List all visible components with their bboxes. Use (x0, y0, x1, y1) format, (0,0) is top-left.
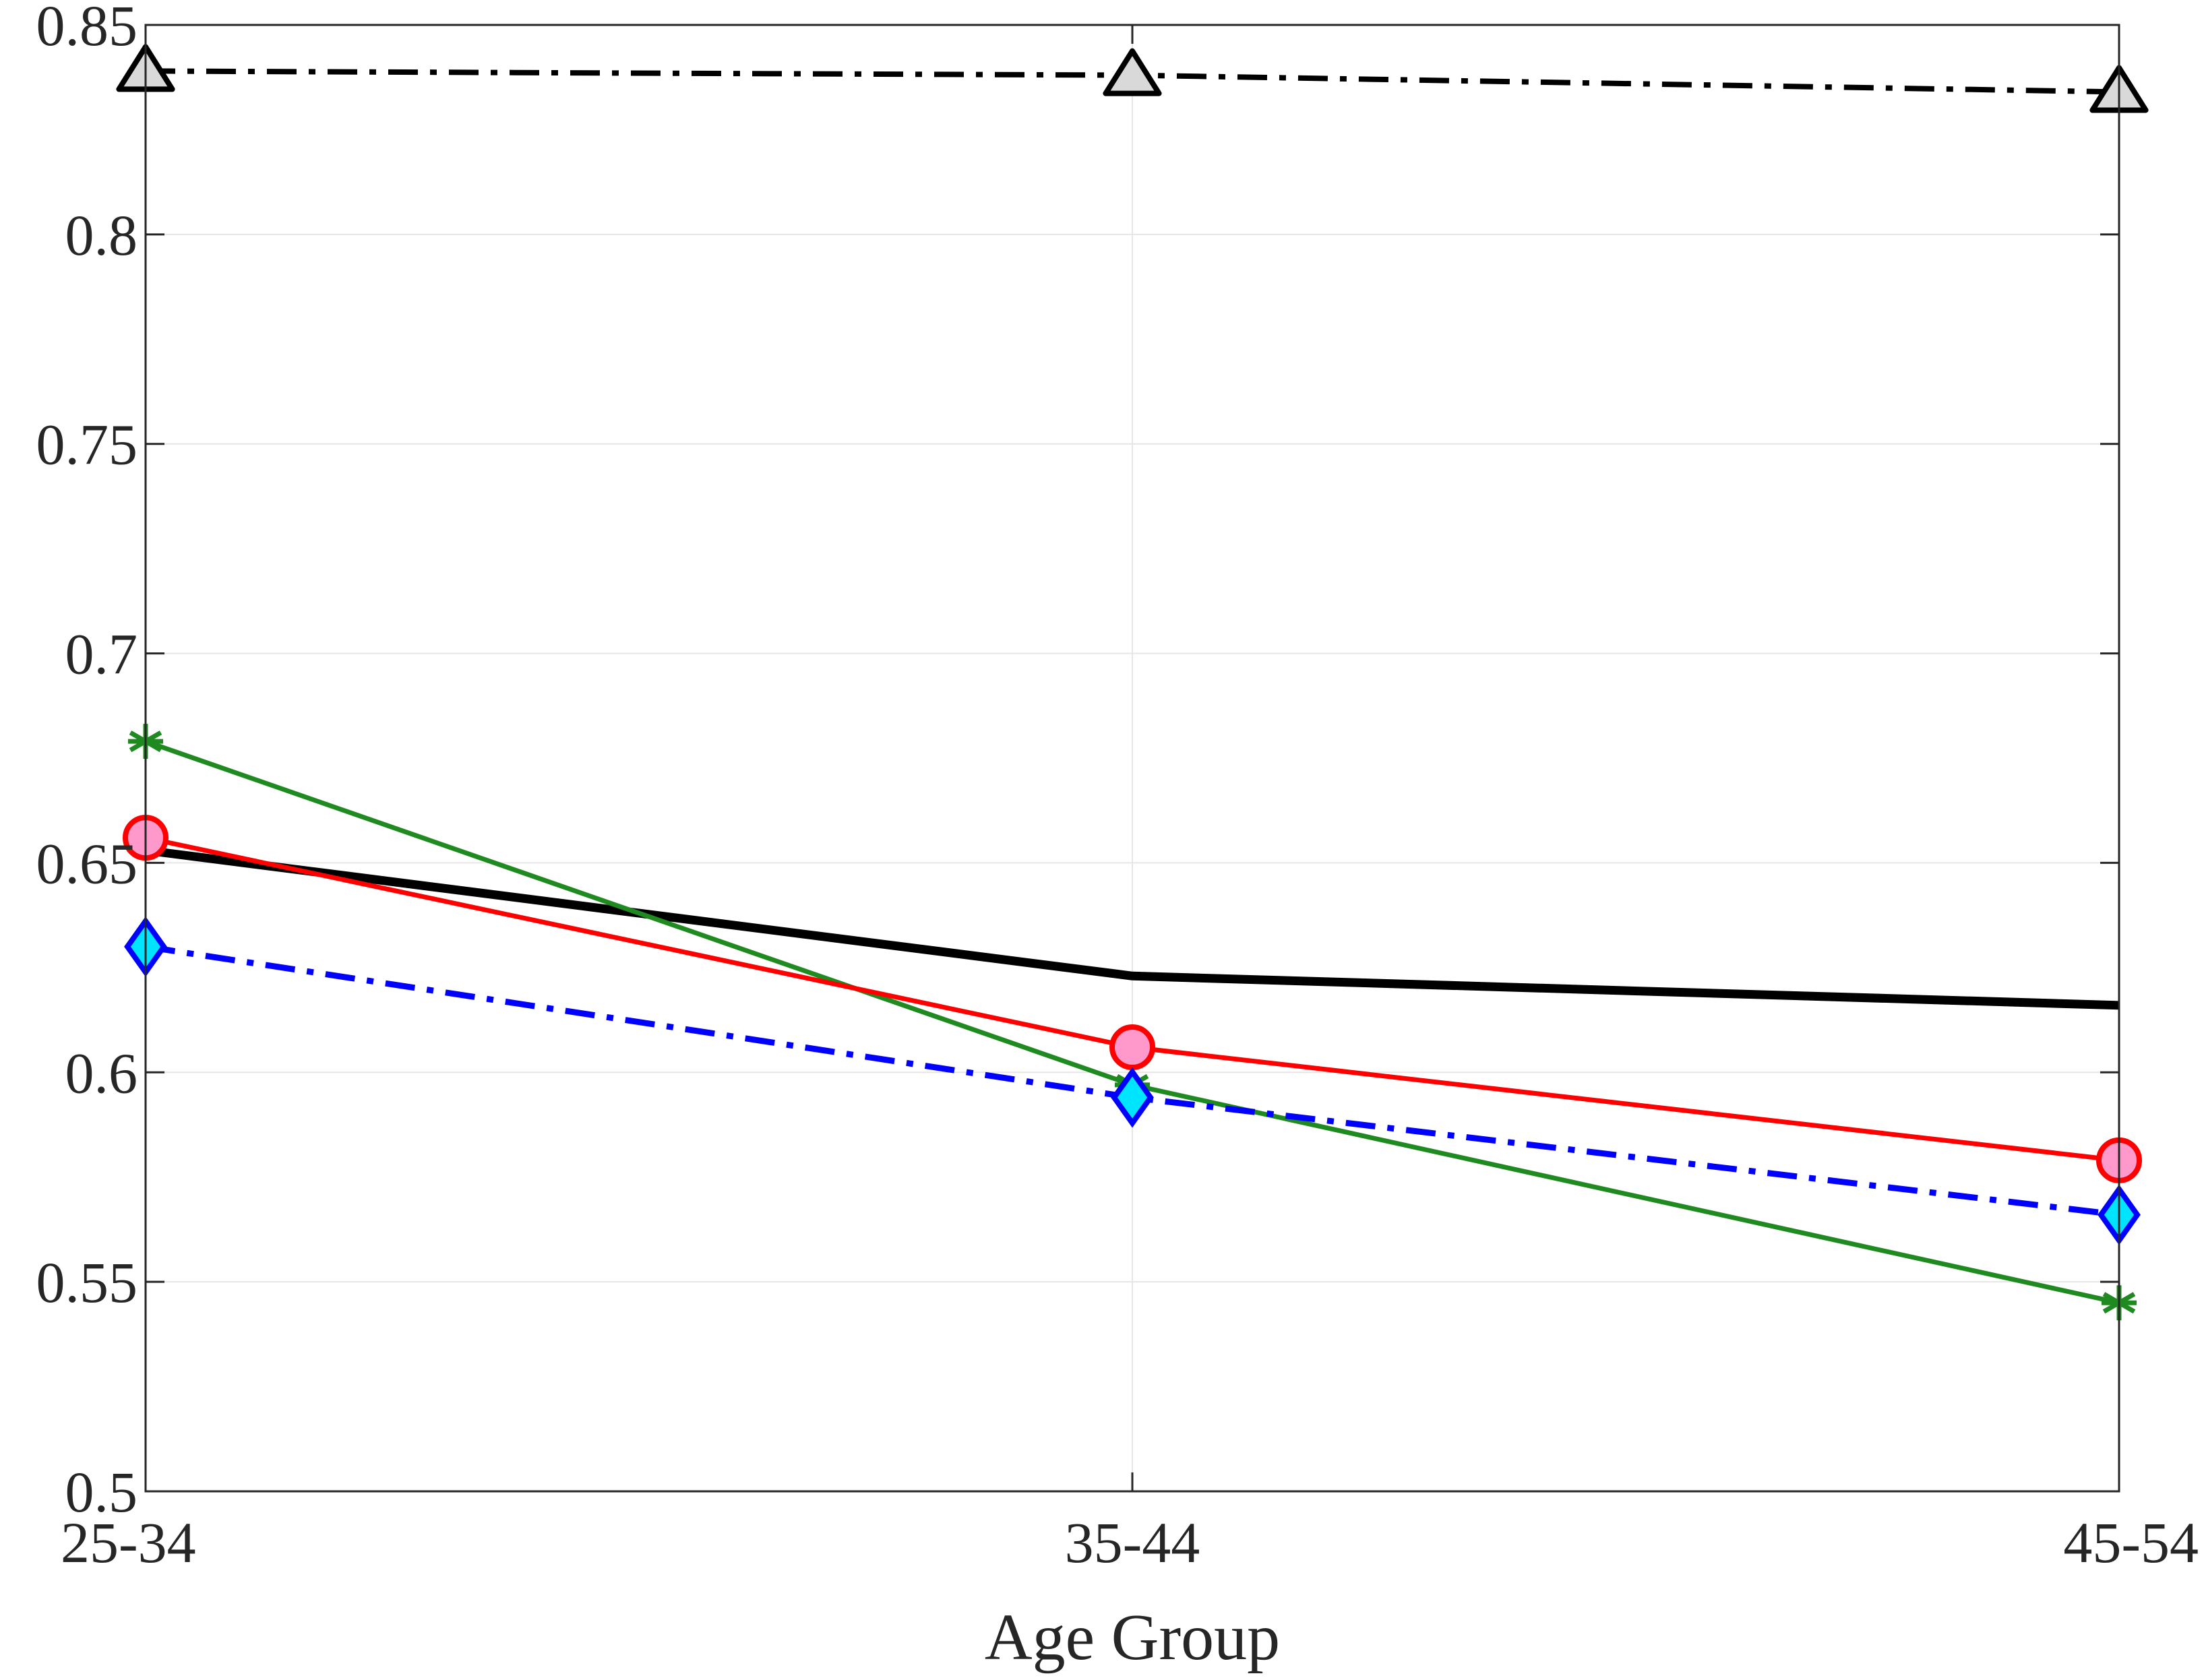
y-tick-label: 0.6 (65, 1040, 138, 1105)
x-tick-label: 45-54 (2063, 1510, 2199, 1575)
series-5-marker (1111, 1067, 1154, 1128)
y-tick-label: 0.5 (65, 1460, 138, 1524)
y-tick-label: 0.75 (36, 412, 138, 477)
series-4-marker (1109, 1024, 1155, 1070)
y-tick-label: 0.55 (36, 1250, 138, 1315)
axis-ticks (144, 24, 2120, 1493)
y-tick-label: 0.7 (65, 622, 138, 687)
series-2 (145, 846, 2120, 1010)
x-tick-label: 25-34 (61, 1510, 196, 1575)
y-tick-label: 0.8 (65, 203, 138, 268)
y-tick-label: 0.85 (36, 0, 138, 58)
x-axis-tick-labels: 25-34 35-44 45-54 (61, 1510, 2199, 1575)
x-axis-title: Age Group (985, 1601, 1280, 1674)
y-axis-tick-labels: 0.5 0.55 0.6 0.65 0.7 0.75 0.8 0.85 (36, 0, 138, 1524)
x-tick-label: 35-44 (1065, 1510, 1200, 1575)
y-tick-label: 0.65 (36, 831, 138, 896)
series-2-line (145, 846, 2120, 1010)
series-layer (116, 44, 2149, 1321)
series-1-marker (1103, 48, 1162, 96)
